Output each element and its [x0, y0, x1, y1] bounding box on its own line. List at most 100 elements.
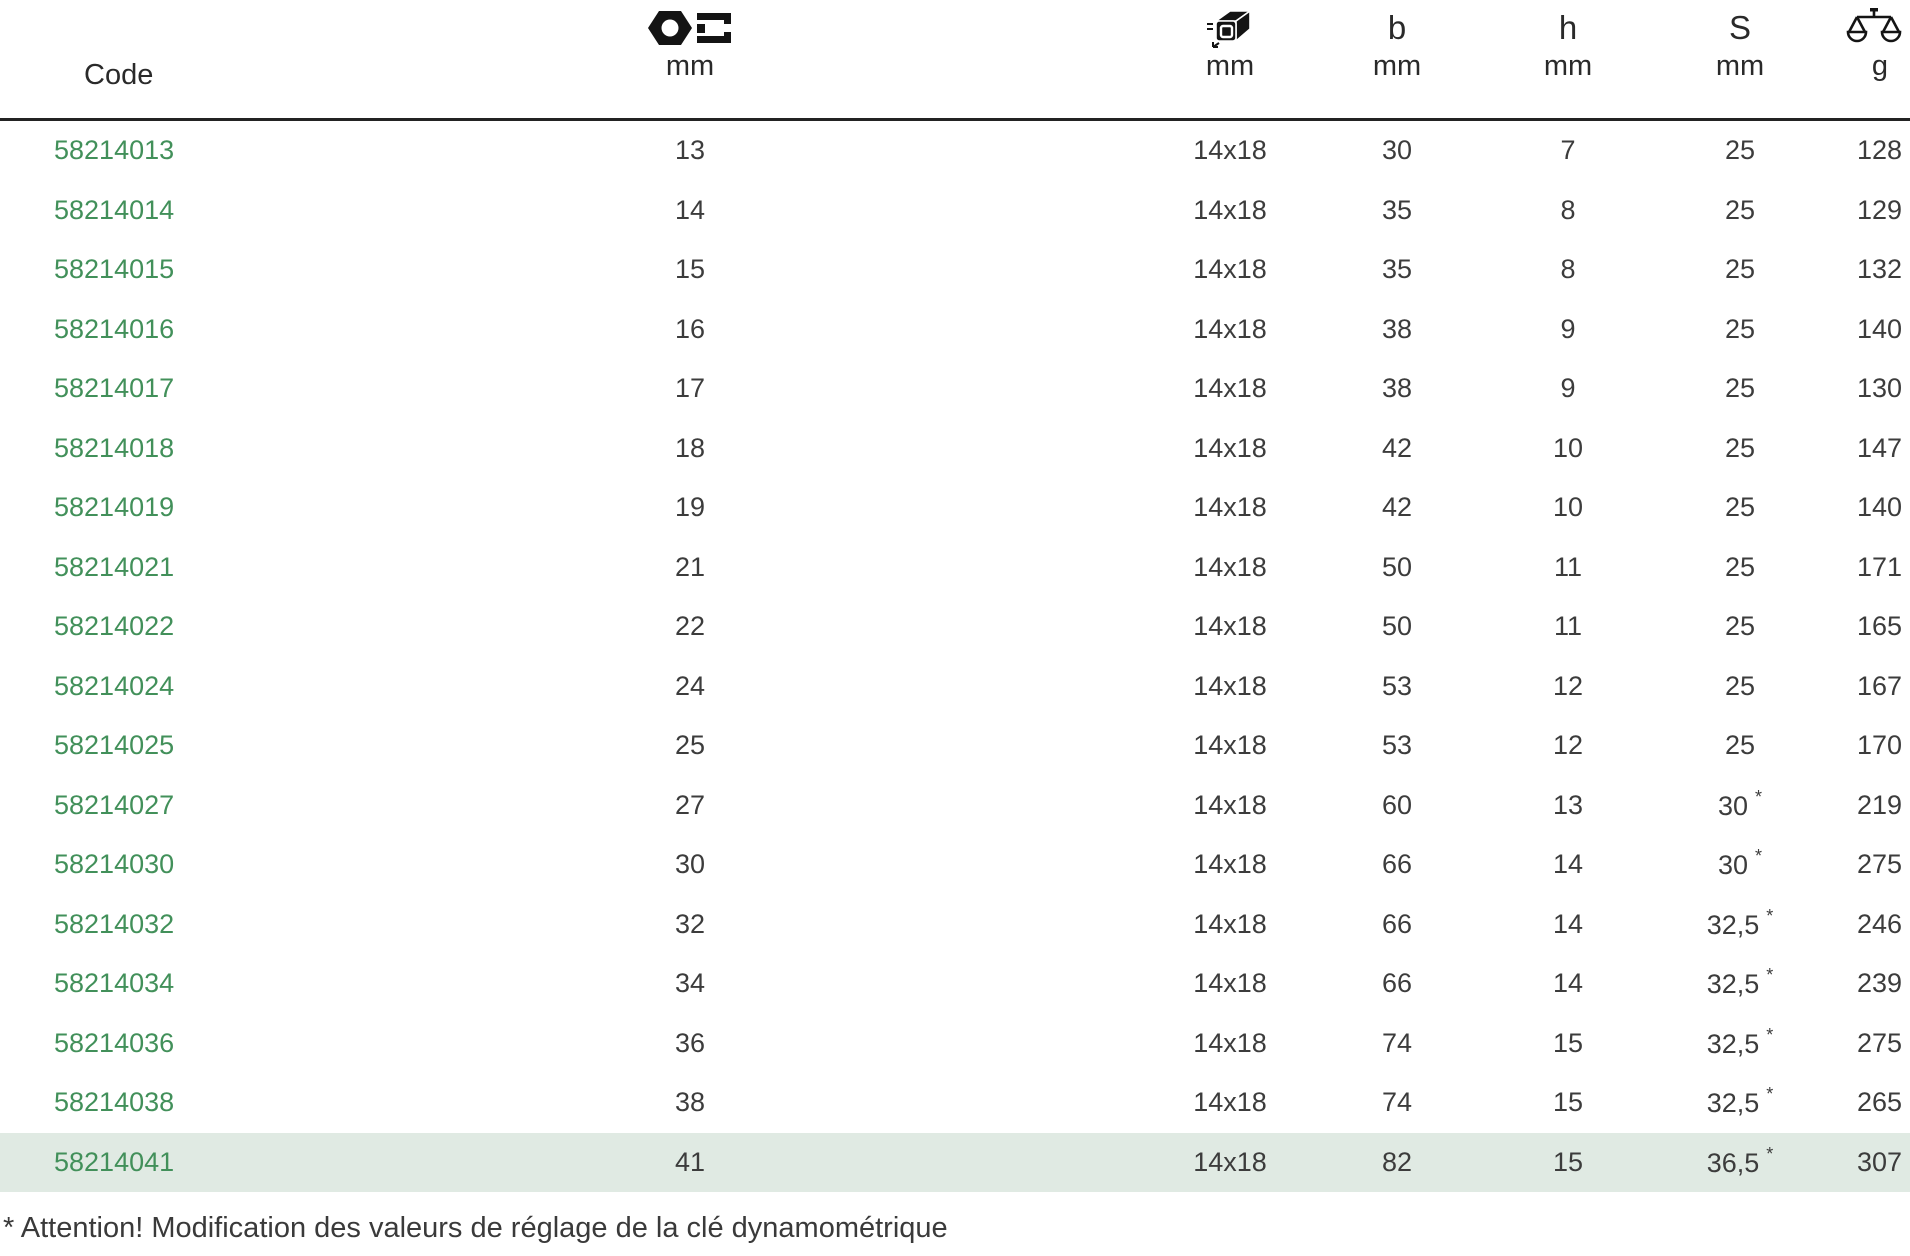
table-body: 58214013 13 14x18 30 7 25 128 58214014 14 14x18 35… — [0, 120, 1910, 1192]
product-code-link[interactable]: 58214034 — [54, 968, 175, 999]
s-cell: 36,5 * — [1702, 1132, 1778, 1192]
table-row[interactable]: 58214024 24 14x18 53 12 25 167 — [0, 657, 1910, 717]
column-header-b: b mm — [1360, 0, 1434, 121]
h-unit-label: mm — [1543, 50, 1593, 82]
weight-cell: 275 — [1856, 849, 1902, 880]
weight-unit-label: g — [1871, 50, 1888, 82]
opening-unit-label: mm — [665, 50, 715, 82]
product-code-link[interactable]: 58214024 — [54, 670, 175, 701]
product-code-link[interactable]: 58214021 — [54, 551, 175, 582]
table-row[interactable]: 58214034 34 14x18 66 14 32,5 * 239 — [0, 954, 1910, 1014]
h-cell: 8 — [1560, 194, 1576, 225]
opening-cell: 15 — [674, 254, 706, 285]
drive-cell: 14x18 — [1193, 611, 1267, 642]
opening-cell: 25 — [674, 730, 706, 761]
product-code-link[interactable]: 58214022 — [54, 611, 175, 642]
drive-cell: 14x18 — [1193, 135, 1267, 166]
product-code-link[interactable]: 58214027 — [54, 789, 175, 820]
table-row[interactable]: 58214022 22 14x18 50 11 25 165 — [0, 597, 1910, 657]
product-code-link[interactable]: 58214032 — [54, 908, 175, 939]
drive-cell: 14x18 — [1193, 730, 1267, 761]
code-cell: 58214019 — [0, 478, 280, 538]
s-cell: 25 — [1724, 492, 1756, 523]
code-header-label: Code — [84, 59, 154, 91]
code-cell: 58214022 — [0, 597, 280, 657]
b-dimension-label: b — [1387, 9, 1407, 46]
attention-asterisk: * — [1766, 1143, 1774, 1164]
b-cell: 42 — [1381, 492, 1413, 523]
weight-cell: 219 — [1856, 789, 1902, 820]
attention-asterisk: * — [1766, 1024, 1774, 1045]
table-row[interactable]: 58214038 38 14x18 74 15 32,5 * 265 — [0, 1073, 1910, 1133]
h-dimension-label: h — [1558, 9, 1578, 46]
code-cell: 58214032 — [0, 895, 280, 955]
table-row[interactable]: 58214013 13 14x18 30 7 25 128 — [0, 120, 1910, 181]
table-row[interactable]: 58214016 16 14x18 38 9 25 140 — [0, 300, 1910, 360]
s-cell: 25 — [1724, 611, 1756, 642]
weight-cell: 130 — [1856, 373, 1902, 404]
product-code-link[interactable]: 58214017 — [54, 373, 175, 404]
table-row[interactable]: 58214018 18 14x18 42 10 25 147 — [0, 419, 1910, 479]
h-cell: 12 — [1552, 730, 1584, 761]
s-unit-label: mm — [1715, 50, 1765, 82]
column-header-opening: mm — [280, 0, 1100, 121]
weight-cell: 140 — [1856, 313, 1902, 344]
b-cell: 30 — [1381, 135, 1413, 166]
drive-cell: 14x18 — [1193, 254, 1267, 285]
product-code-link[interactable]: 58214018 — [54, 432, 175, 463]
weight-cell: 171 — [1856, 551, 1902, 582]
h-cell: 15 — [1552, 1087, 1584, 1118]
column-header-s: S mm — [1702, 0, 1778, 121]
table-row[interactable]: 58214019 19 14x18 42 10 25 140 — [0, 478, 1910, 538]
opening-cell: 13 — [674, 135, 706, 166]
drive-cell: 14x18 — [1193, 908, 1267, 939]
opening-cell: 30 — [674, 849, 706, 880]
drive-cell: 14x18 — [1100, 1132, 1360, 1192]
table-row[interactable]: 58214021 21 14x18 50 11 25 171 — [0, 538, 1910, 598]
opening-cell: 38 — [674, 1087, 706, 1118]
opening-cell: 14 — [674, 194, 706, 225]
table-row[interactable]: 58214015 15 14x18 35 8 25 132 — [0, 240, 1910, 300]
weight-cell: 165 — [1856, 611, 1902, 642]
product-code-link[interactable]: 58214038 — [54, 1087, 175, 1118]
product-code-link[interactable]: 58214019 — [54, 492, 175, 523]
code-cell: 58214030 — [0, 835, 280, 895]
s-cell: 25 — [1724, 551, 1756, 582]
opening-cell: 36 — [674, 1027, 706, 1058]
product-code-link[interactable]: 58214025 — [54, 730, 175, 761]
product-code-link[interactable]: 58214013 — [54, 135, 175, 166]
table-row[interactable]: 58214032 32 14x18 66 14 32,5 * 246 — [0, 895, 1910, 955]
h-cell: 10 — [1552, 492, 1584, 523]
table-row[interactable]: 58214025 25 14x18 53 12 25 170 — [0, 716, 1910, 776]
h-cell: 13 — [1552, 789, 1584, 820]
code-cell: 58214027 — [0, 776, 280, 836]
column-header-code: Code — [0, 0, 280, 121]
drive-cell: 14x18 — [1193, 313, 1267, 344]
table-row[interactable]: 58214030 30 14x18 66 14 30 * 275 — [0, 835, 1910, 895]
drive-cell: 14x18 — [1193, 968, 1267, 999]
opening-cell: 41 — [280, 1132, 1100, 1192]
table-row[interactable]: 58214036 36 14x18 74 15 32,5 * 275 — [0, 1014, 1910, 1074]
code-cell: 58214041 — [0, 1132, 280, 1192]
weight-cell: 147 — [1856, 432, 1902, 463]
column-header-weight: g — [1778, 0, 1910, 121]
drive-cell: 14x18 — [1193, 1087, 1267, 1118]
product-code-link[interactable]: 58214015 — [54, 254, 175, 285]
table-row[interactable]: 58214014 14 14x18 35 8 25 129 — [0, 181, 1910, 241]
table-row[interactable]: 58214017 17 14x18 38 9 25 130 — [0, 359, 1910, 419]
product-code-link[interactable]: 58214014 — [54, 194, 175, 225]
drive-cell: 14x18 — [1193, 551, 1267, 582]
product-code-link[interactable]: 58214041 — [54, 1146, 175, 1177]
product-code-link[interactable]: 58214030 — [54, 849, 175, 880]
table-row[interactable]: 58214041 41 14x18 82 15 36,5 * 307 — [0, 1132, 1910, 1192]
drive-cell: 14x18 — [1193, 432, 1267, 463]
table-row[interactable]: 58214027 27 14x18 60 13 30 * 219 — [0, 776, 1910, 836]
code-cell: 58214013 — [0, 120, 280, 181]
product-code-link[interactable]: 58214036 — [54, 1027, 175, 1058]
h-cell: 9 — [1560, 313, 1576, 344]
b-cell: 38 — [1381, 373, 1413, 404]
opening-cell: 18 — [674, 432, 706, 463]
torque-wrench-footnote: * Attention! Modification des valeurs de… — [3, 1212, 948, 1244]
product-code-link[interactable]: 58214016 — [54, 313, 175, 344]
s-cell: 32,5 * — [1706, 905, 1774, 940]
